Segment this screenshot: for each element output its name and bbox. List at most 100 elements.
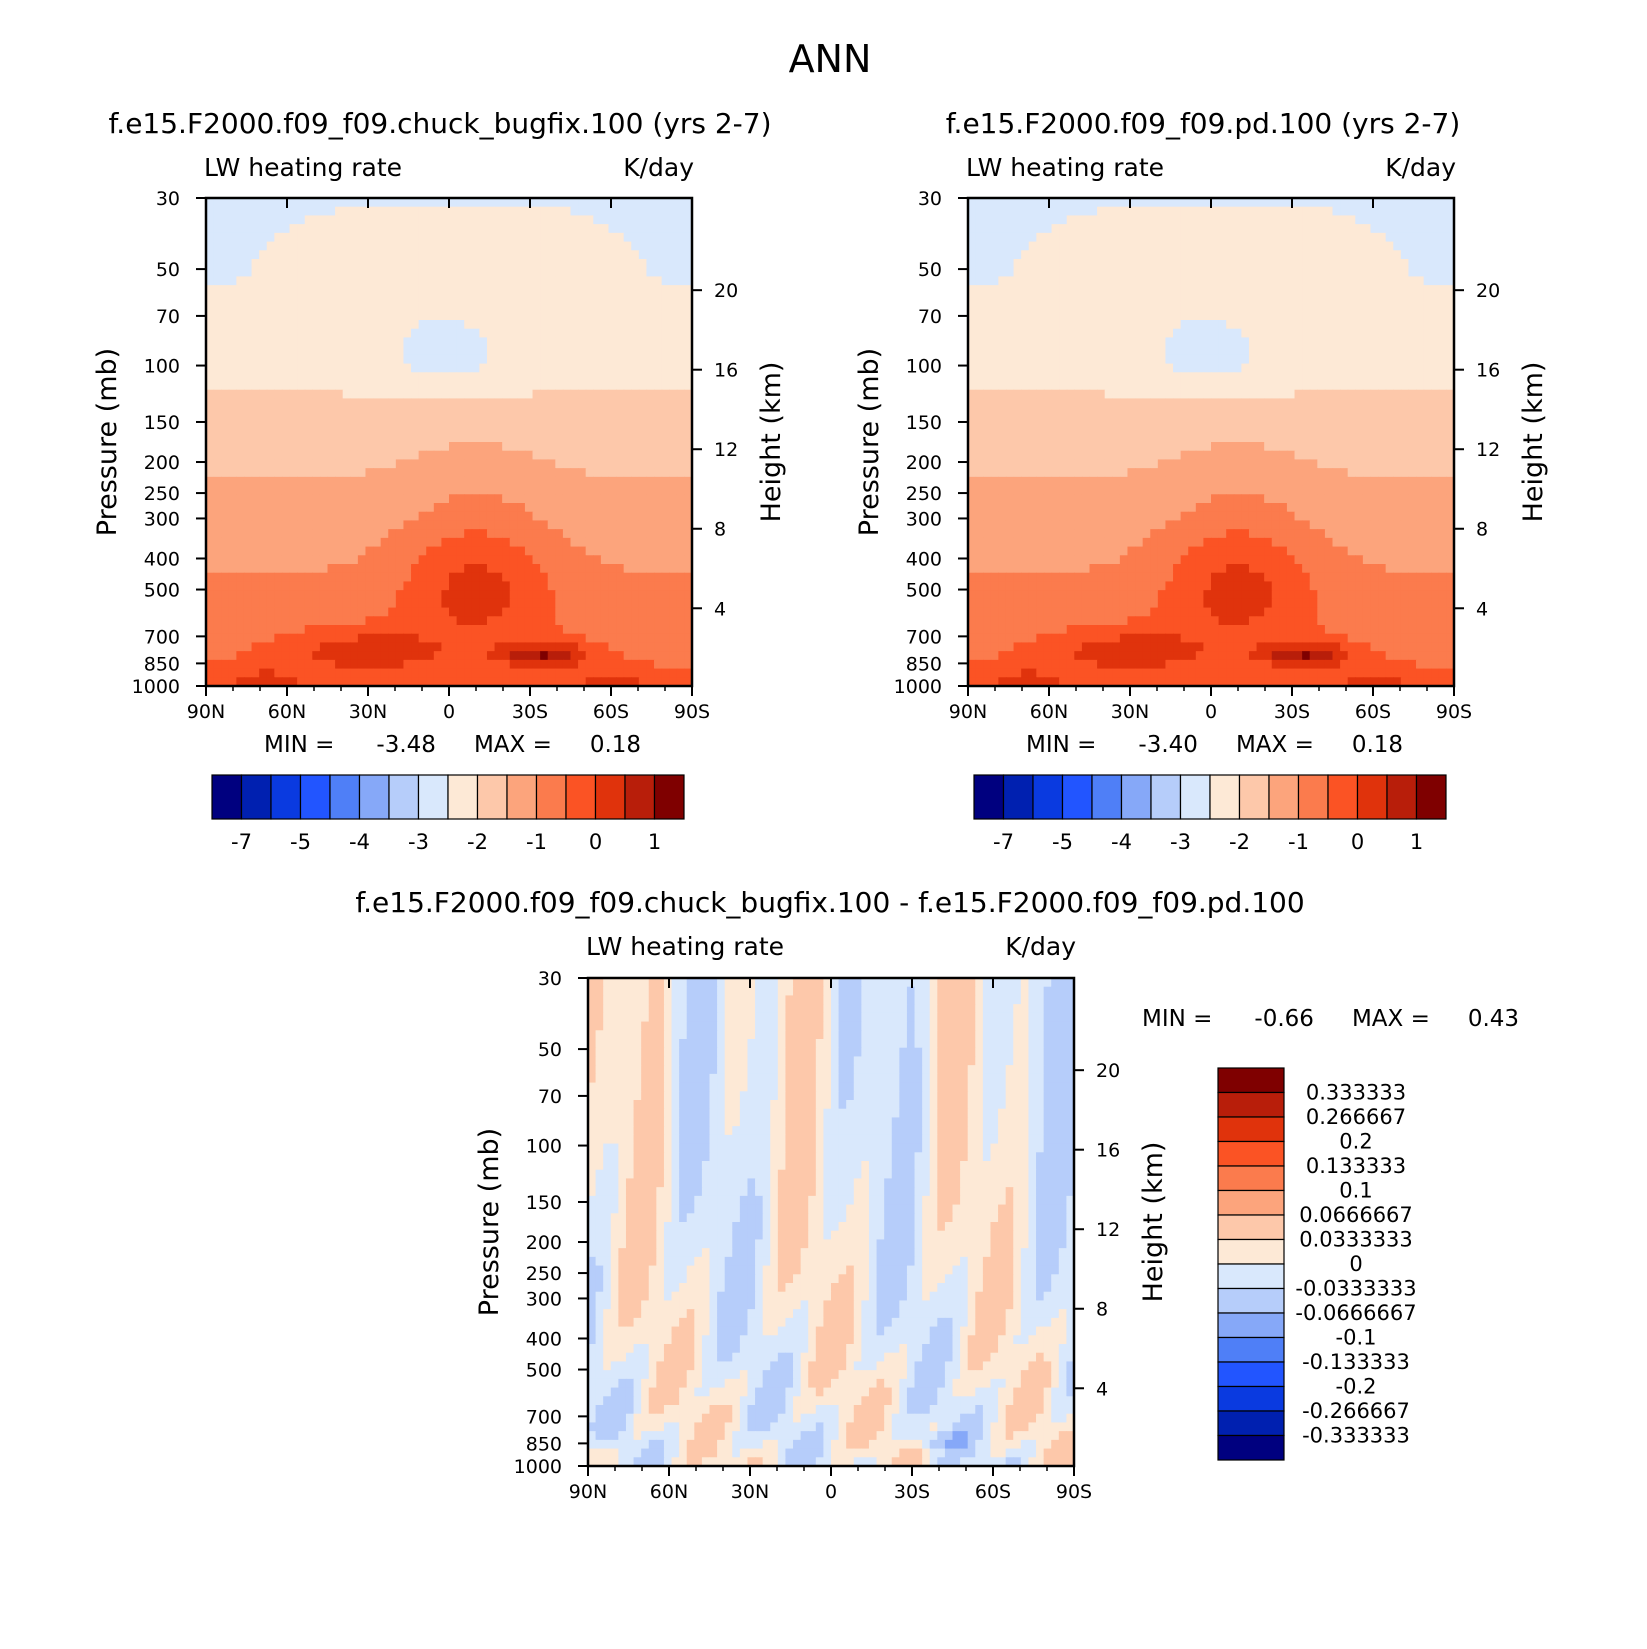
field-cell — [441, 598, 450, 609]
field-cell — [426, 651, 435, 661]
field-cell — [1355, 354, 1364, 365]
field-cell — [661, 450, 670, 461]
field-cell — [418, 564, 427, 574]
field-cell — [646, 311, 655, 321]
field-cell — [274, 572, 283, 583]
field-cell — [1347, 250, 1356, 260]
field-cell — [983, 276, 992, 286]
field-cell — [1021, 198, 1030, 208]
field-cell — [289, 198, 298, 208]
field-cell — [1074, 320, 1083, 330]
field-cell — [494, 625, 503, 635]
field-cell — [304, 459, 313, 469]
field-cell — [464, 503, 473, 513]
field-cell — [1104, 285, 1113, 295]
field-cell — [388, 503, 397, 513]
field-cell — [509, 651, 518, 661]
field-cell — [517, 267, 526, 278]
field-cell — [570, 372, 579, 382]
field-cell — [600, 668, 610, 678]
field-cell — [1393, 232, 1402, 243]
field-cell — [616, 564, 625, 574]
field-cell — [638, 659, 648, 670]
field-cell — [623, 668, 632, 678]
field-cell — [304, 511, 313, 522]
field-cell — [1036, 215, 1045, 225]
field-cell — [289, 337, 298, 347]
field-cell — [1324, 311, 1334, 321]
field-cell — [654, 468, 663, 478]
field-cell — [1013, 328, 1022, 339]
field-cell — [449, 328, 458, 339]
field-cell — [562, 302, 572, 312]
field-cell — [547, 241, 556, 251]
field-cell — [578, 407, 587, 417]
field-cell — [570, 607, 579, 617]
field-cell — [403, 503, 412, 513]
field-cell — [449, 363, 458, 373]
field-cell — [251, 276, 260, 286]
field-cell — [357, 555, 367, 565]
field-cell — [540, 415, 549, 426]
field-cell — [983, 250, 992, 260]
colorbar-label: -1 — [526, 830, 547, 854]
field-cell — [502, 564, 511, 574]
field-cell — [1119, 337, 1129, 347]
field-cell — [578, 503, 587, 513]
field-cell — [221, 302, 230, 312]
field-cell — [676, 320, 685, 330]
field-cell — [418, 546, 427, 556]
field-cell — [578, 215, 587, 225]
field-cell — [517, 590, 526, 600]
field-cell — [1332, 328, 1341, 339]
field-cell — [1431, 198, 1440, 208]
field-cell — [646, 363, 655, 373]
field-cell — [236, 459, 245, 469]
field-cell — [669, 511, 678, 522]
field-cell — [479, 590, 488, 600]
field-cell — [327, 503, 336, 513]
field-cell — [319, 293, 329, 304]
field-cell — [998, 267, 1007, 278]
field-cell — [365, 372, 374, 382]
field-cell — [646, 503, 655, 513]
field-cell — [1127, 267, 1136, 278]
field-cell — [1135, 232, 1144, 243]
field-cell — [661, 328, 670, 339]
field-cell — [418, 276, 427, 286]
field-cell — [638, 363, 648, 373]
field-cell — [426, 642, 435, 652]
field-cell — [289, 363, 298, 373]
field-cell — [1081, 363, 1091, 373]
field-cell — [266, 372, 275, 382]
field-cell — [312, 276, 321, 286]
field-cell — [540, 311, 549, 321]
field-cell — [274, 241, 283, 251]
field-cell — [1400, 320, 1410, 330]
field-cell — [975, 363, 984, 373]
field-cell — [426, 598, 435, 609]
field-cell — [327, 328, 336, 339]
field-cell — [1438, 320, 1447, 330]
field-cell — [1112, 241, 1121, 251]
field-cell — [479, 607, 488, 617]
field-cell — [1347, 224, 1356, 234]
field-cell — [411, 555, 420, 565]
field-cell — [555, 520, 564, 530]
field-cell — [380, 293, 389, 304]
field-cell — [494, 267, 503, 278]
field-cell — [1157, 354, 1167, 365]
field-cell — [631, 215, 640, 225]
field-cell — [1302, 241, 1311, 251]
field-cell — [281, 302, 291, 312]
field-cell — [1355, 267, 1364, 278]
field-cell — [1264, 285, 1273, 295]
field-cell — [1165, 285, 1174, 295]
field-cell — [357, 529, 367, 539]
field-cell — [251, 433, 260, 443]
field-cell — [365, 607, 374, 617]
field-cell — [1446, 198, 1455, 208]
field-cell — [327, 485, 336, 495]
field-cell — [395, 659, 405, 670]
field-cell — [1119, 293, 1129, 304]
